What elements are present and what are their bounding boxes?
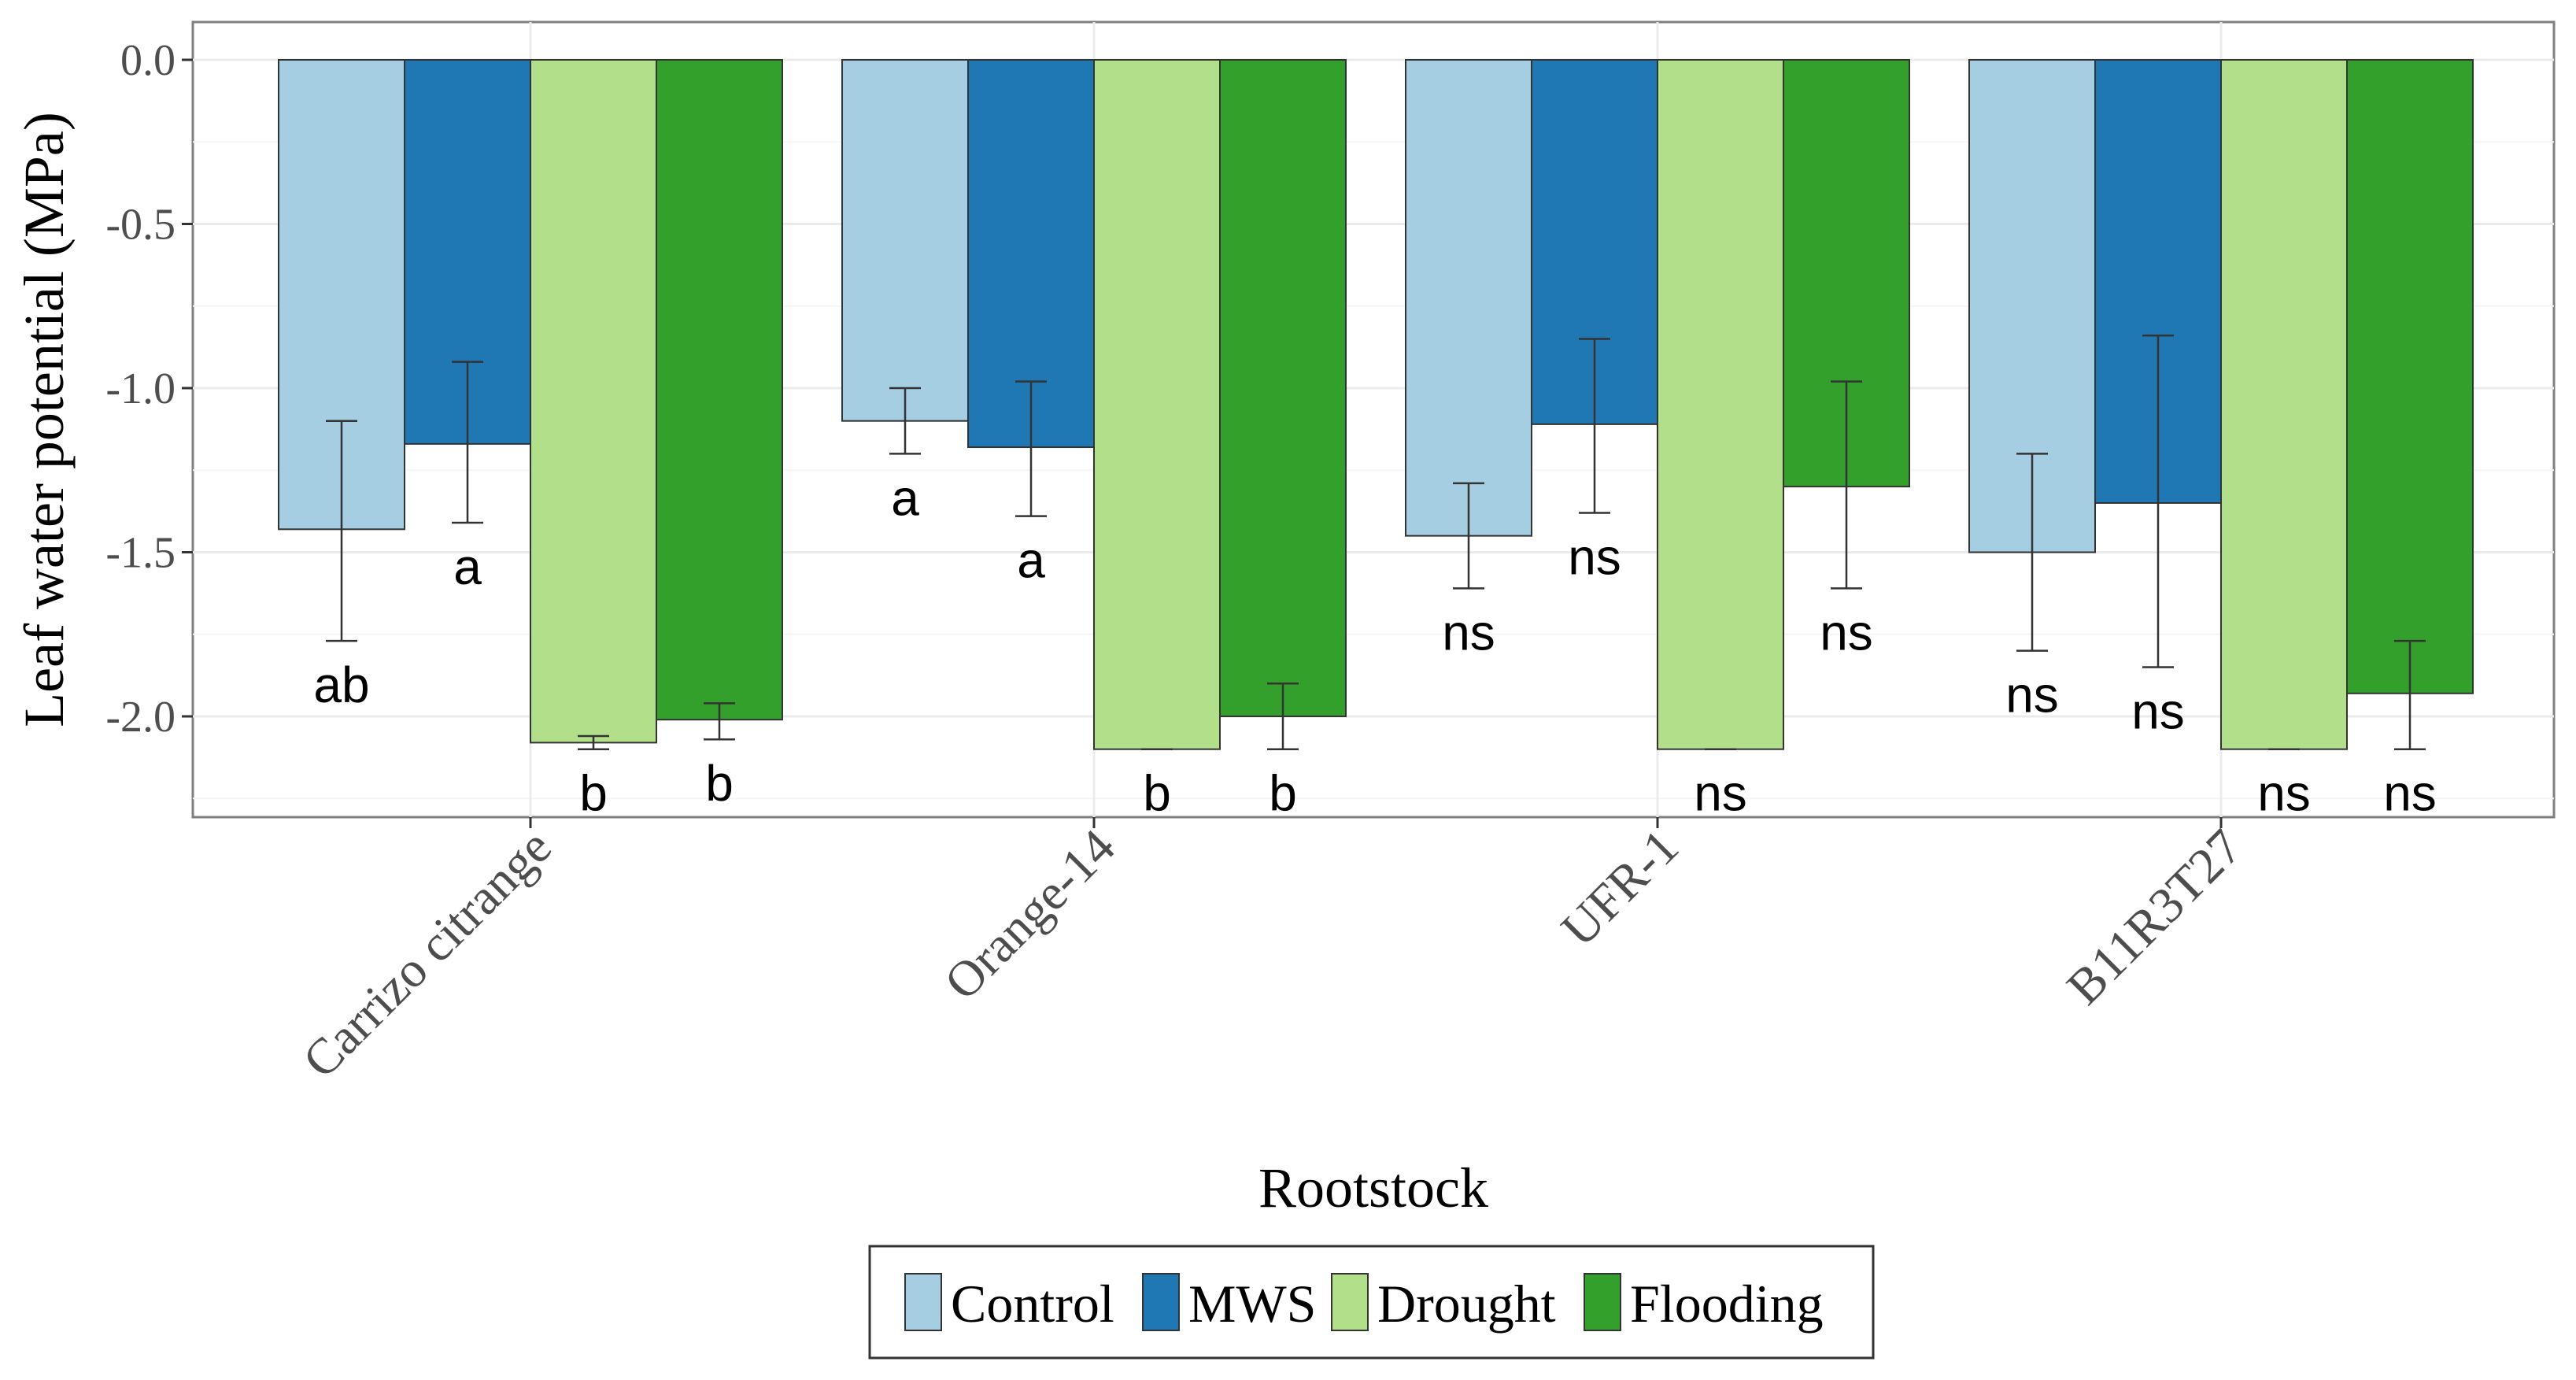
significance-label: ns [2005,667,2059,723]
significance-label: a [453,538,482,595]
significance-labels: ab a ns ns a a ns ns b b ns ns b b ns ns [313,469,2436,821]
significance-label: a [1017,532,1045,589]
legend-swatch [904,1273,942,1331]
legend-box [868,1245,1875,1360]
bar [2220,59,2348,750]
legend-label: MWS [1188,1274,1316,1334]
legend-swatch [1331,1273,1369,1331]
legend-swatch [1584,1273,1621,1331]
x-tick-label: Carrizo citrange [292,819,562,1089]
significance-label: b [579,765,608,822]
legend-label: Control [951,1274,1114,1334]
x-tick-label: UFR-1 [1550,819,1689,957]
legend-label: Flooding [1630,1274,1824,1334]
bar [841,59,969,422]
significance-label: ns [1568,528,1621,585]
significance-label: b [1143,765,1171,822]
significance-label: ab [313,657,369,713]
x-tick-label: Orange-14 [933,819,1125,1011]
significance-label: ns [1442,604,1495,660]
bar [2346,59,2474,694]
legend-swatch [1142,1273,1180,1331]
significance-label: a [891,469,919,526]
bar [1657,59,1784,750]
y-tick-label: -1.5 [105,529,176,578]
significance-label: b [705,755,734,812]
significance-label: ns [1820,604,1873,660]
x-axis-ticks: Carrizo citrange Orange-14 UFR-1 B11R3T27 [292,817,2253,1089]
bar [656,59,783,721]
legend-label: Drought [1377,1274,1556,1334]
significance-label: ns [2383,765,2437,822]
y-tick-label: -2.0 [105,693,176,742]
bar [1093,59,1221,750]
bar [1405,59,1532,537]
y-tick-label: -0.5 [105,201,176,250]
significance-label: ns [1694,765,1747,822]
significance-label: ns [2131,683,2185,739]
bar [1219,59,1347,717]
error-bars [326,335,2426,750]
y-tick-label: -1.0 [105,364,176,413]
significance-label: ns [2257,765,2311,822]
y-axis-ticks: 0.0 -0.5 -1.0 -1.5 -2.0 [105,36,193,742]
y-axis-title: Leaf water potential (MPa) [13,112,76,727]
x-axis-title: Rootstock [1258,1156,1488,1219]
legend: Control MWS Drought Flooding [868,1245,1875,1360]
y-tick-label: 0.0 [120,36,176,85]
bar [530,59,657,744]
x-tick-label: B11R3T27 [2056,819,2253,1016]
significance-label: b [1269,765,1297,822]
